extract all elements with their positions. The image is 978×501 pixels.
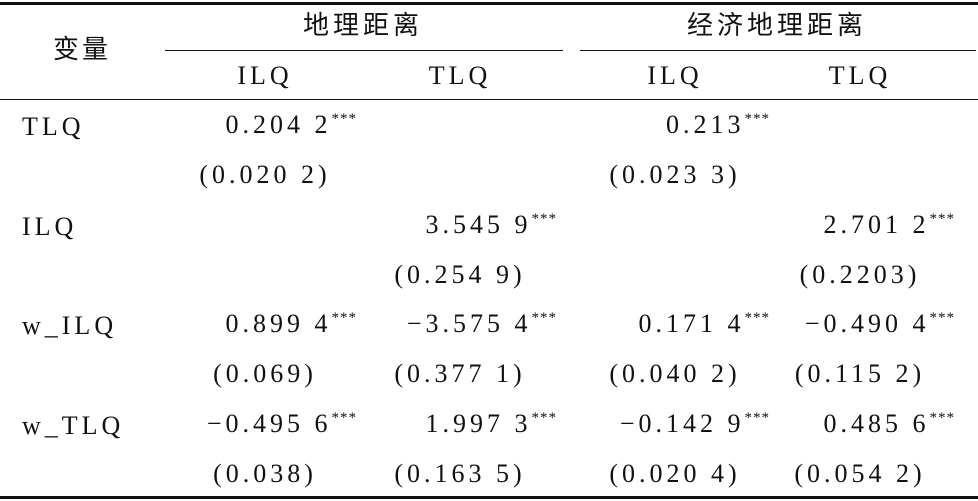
significance: ***: [929, 210, 955, 227]
standard-error: (0.254 9): [394, 259, 526, 289]
coef-value: −0.490 4: [804, 309, 930, 338]
coef-value: −0.495 6: [206, 408, 332, 438]
coefficient: 0.899 4***: [226, 309, 358, 343]
standard-error: (0.023 3): [609, 160, 741, 189]
standard-error: (0.054 2): [794, 458, 926, 488]
coefficient: 1.997 3***: [426, 409, 558, 443]
standard-error: (0.020 2): [199, 160, 331, 189]
coefficient: −0.495 6***: [207, 409, 357, 443]
significance: ***: [744, 111, 770, 127]
significance: ***: [531, 310, 557, 326]
group-rule: [165, 50, 563, 51]
significance: ***: [744, 310, 770, 326]
top-rule: [0, 2, 978, 5]
significance: ***: [331, 409, 357, 426]
significance: ***: [744, 409, 770, 426]
row-label: ILQ: [22, 211, 78, 241]
bottom-rule: [0, 496, 978, 499]
standard-error: (0.040 2): [609, 359, 741, 388]
coef-value: −3.575 4: [406, 309, 532, 338]
coef-value: 0.204 2: [225, 110, 332, 139]
row-label: TLQ: [22, 112, 85, 141]
coefficient: −3.575 4***: [407, 309, 557, 343]
coefficient: −0.490 4***: [805, 309, 955, 343]
standard-error: (0.377 1): [394, 359, 526, 388]
coef-value: 0.213: [666, 110, 745, 139]
coef-value: −0.142 9: [619, 408, 745, 438]
coef-value: 3.545 9: [425, 209, 532, 239]
coef-value: 0.485 6: [823, 408, 930, 438]
row-label: w_TLQ: [22, 410, 125, 440]
header-rule: [0, 99, 978, 100]
coefficient: −0.142 9***: [620, 409, 770, 443]
coefficient: 0.171 4***: [639, 309, 771, 343]
significance: ***: [929, 409, 955, 426]
standard-error: (0.069): [213, 359, 317, 388]
row-header: 变量: [52, 35, 112, 64]
group-header: 经济地理距离: [686, 11, 868, 40]
column-header: ILQ: [647, 61, 703, 90]
standard-error: (0.2203): [799, 259, 921, 289]
coef-value: 0.899 4: [225, 309, 332, 338]
group-rule: [580, 50, 976, 51]
coef-value: 1.997 3: [425, 408, 532, 438]
standard-error: (0.038): [213, 458, 317, 488]
significance: ***: [929, 310, 955, 326]
significance: ***: [331, 310, 357, 326]
coefficient: 0.204 2***: [226, 110, 358, 144]
standard-error: (0.020 4): [609, 458, 741, 488]
column-header: ILQ: [237, 61, 293, 90]
group-header: 地理距离: [302, 11, 424, 40]
column-header: TLQ: [428, 61, 492, 90]
standard-error: (0.115 2): [794, 359, 926, 388]
coefficient: 0.485 6***: [824, 409, 956, 443]
column-header: TLQ: [828, 61, 892, 90]
standard-error: (0.163 5): [394, 458, 526, 488]
significance: ***: [531, 409, 557, 426]
coefficient: 0.213***: [666, 110, 770, 144]
coefficient: 3.545 9***: [426, 210, 558, 244]
significance: ***: [331, 111, 357, 127]
row-label: w_ILQ: [22, 311, 118, 340]
coef-value: 0.171 4: [638, 309, 745, 338]
coef-value: 2.701 2: [823, 209, 930, 239]
coefficient: 2.701 2***: [824, 210, 956, 244]
significance: ***: [531, 210, 557, 227]
